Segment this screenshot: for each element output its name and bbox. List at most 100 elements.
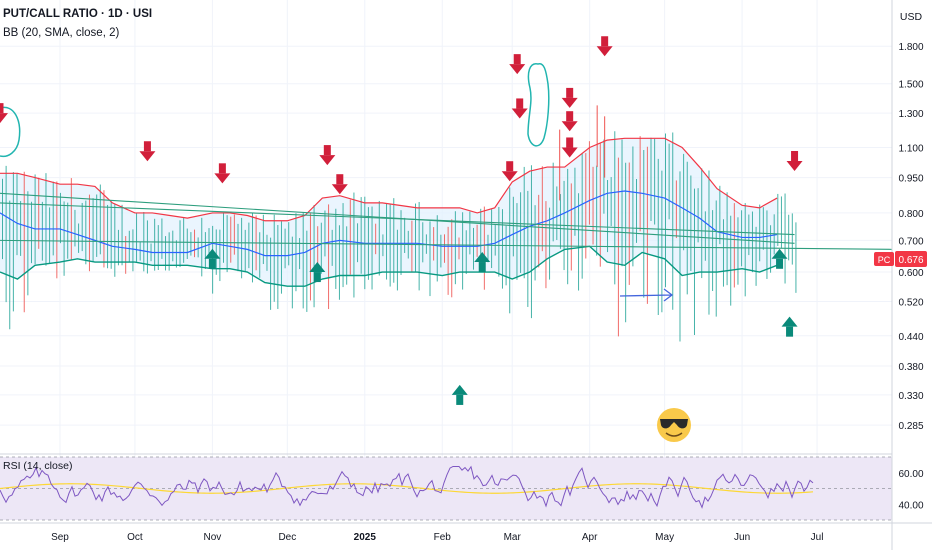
oval-drawing-march: [527, 62, 550, 147]
down-arrow-icon-3-head: [319, 155, 336, 166]
up-arrow-icon-3-head: [451, 384, 468, 395]
down-arrow-icon-11: [596, 36, 613, 57]
down-arrow-icon-10-shaft: [566, 137, 574, 148]
down-arrow-icon-1: [139, 141, 156, 162]
up-arrow-icon-1: [309, 262, 326, 283]
circle-drawing-left: [0, 106, 21, 158]
price-tick-6: 0.700: [898, 236, 923, 247]
down-arrow-icon-2-head: [214, 173, 231, 184]
up-arrow-icon-5-shaft: [786, 326, 794, 337]
down-arrow-icon-6-head: [509, 64, 526, 75]
currency-label[interactable]: USD: [900, 11, 923, 23]
down-arrow-icon-8-shaft: [566, 87, 574, 98]
time-tick-10: Jul: [811, 532, 824, 543]
up-arrow-icon-1-head: [309, 262, 326, 273]
up-arrow-icon-2-head: [474, 252, 491, 263]
rsi-pane[interactable]: [0, 453, 892, 521]
price-tick-4: 0.950: [898, 174, 923, 185]
price-tick-1: 1.500: [898, 80, 923, 91]
time-tick-9: Jun: [734, 532, 750, 543]
price-tick-2: 1.300: [898, 109, 923, 120]
trendline-2: [0, 239, 893, 250]
down-arrow-icon-12: [786, 150, 803, 171]
bb-upper-line: [0, 137, 778, 222]
up-arrow-icon-3-shaft: [456, 394, 464, 405]
price-tick-7: 0.600: [898, 268, 923, 279]
down-arrow-icon-5-head: [501, 171, 518, 182]
time-tick-0: Sep: [51, 532, 69, 543]
down-arrow-icon-9: [561, 111, 578, 132]
drawings[interactable]: [0, 62, 691, 442]
down-arrow-icon-7-shaft: [516, 98, 524, 109]
down-arrow-icon-5-shaft: [506, 161, 514, 172]
up-arrow-icon-4-shaft: [776, 258, 784, 269]
down-arrow-icon-0-shaft: [0, 103, 4, 114]
price-tick-10: 0.380: [898, 362, 923, 373]
price-tick-3: 1.100: [898, 143, 923, 154]
time-axis[interactable]: Sep Oct Nov Dec 2025 Feb Mar Apr May Jun Jul: [0, 522, 932, 543]
down-arrow-icon-12-head: [786, 160, 803, 171]
rsi-line: [0, 465, 814, 509]
rsi-title: RSI (14, close): [3, 460, 72, 472]
up-arrow-icon-0-shaft: [208, 258, 216, 269]
rsi-ma-line: [0, 483, 814, 494]
down-arrow-icon-1-shaft: [143, 141, 151, 152]
right-arrow-drawing-icon: [619, 288, 674, 302]
down-arrow-icon-4: [331, 174, 348, 195]
up-arrow-icon-2: [474, 252, 491, 273]
price-axis[interactable]: 1.800 1.500 1.300 1.100 0.950 0.800 0.700 0.600…: [891, 0, 924, 550]
down-arrow-icon-10-head: [561, 147, 578, 158]
down-arrow-icon-0: [0, 103, 8, 124]
up-arrow-icon-4-head: [771, 248, 788, 259]
down-arrow-icon-0-head: [0, 113, 8, 124]
bollinger-bands: [0, 137, 778, 287]
down-arrow-icon-2-shaft: [218, 163, 226, 174]
down-arrow-icon-7-head: [511, 108, 528, 119]
bb-basis-line: [0, 190, 778, 257]
last-price-value: 0.676: [898, 255, 923, 266]
down-arrow-icon-6: [509, 54, 526, 75]
price-tick-9: 0.440: [898, 332, 923, 343]
down-arrow-icon-3-shaft: [323, 145, 331, 156]
down-arrow-icon-11-head: [596, 46, 613, 57]
down-arrow-icon-10: [561, 137, 578, 158]
emoji-smile: [665, 432, 683, 437]
down-arrow-icon-7: [511, 98, 528, 119]
price-tick-0: 1.800: [898, 42, 923, 53]
down-arrow-icon-4-shaft: [336, 174, 344, 185]
price-tick-12: 0.285: [898, 421, 923, 432]
down-arrow-icon-9-head: [561, 121, 578, 132]
indicator-title: BB (20, SMA, close, 2): [3, 27, 119, 39]
time-tick-3: Dec: [278, 532, 296, 543]
symbol-title: PUT/CALL RATIO · 1D · USI: [3, 8, 152, 20]
last-price-value-box: [895, 251, 927, 267]
cool-emoji-icon: [657, 408, 691, 442]
trendlines[interactable]: [0, 192, 893, 250]
emoji-glasses: [660, 419, 688, 429]
down-arrow-icon-1-head: [139, 151, 156, 162]
rsi-tick-1: 40.00: [898, 500, 923, 511]
down-arrow-icon-12-shaft: [791, 150, 799, 161]
last-price-symbol: PC: [878, 255, 891, 265]
down-arrow-icon-11-shaft: [601, 36, 609, 47]
up-arrow-icon-3: [451, 384, 468, 405]
price-tick-11: 0.330: [898, 391, 923, 402]
time-tick-6: Mar: [504, 532, 522, 543]
up-arrow-icon-1-shaft: [313, 272, 321, 283]
down-arrow-icon-2: [214, 163, 231, 184]
signal-arrows[interactable]: [0, 36, 803, 405]
time-tick-8: May: [655, 532, 674, 543]
time-tick-4: 2025: [354, 532, 377, 543]
down-arrow-icon-8: [561, 87, 578, 108]
down-arrow-icon-4-head: [331, 184, 348, 195]
up-arrow-icon-0: [204, 248, 221, 269]
down-arrow-icon-5: [501, 161, 518, 182]
time-tick-2: Nov: [203, 532, 221, 543]
down-arrow-icon-3: [319, 145, 336, 166]
up-arrow-icon-2-shaft: [478, 262, 486, 273]
up-arrow-icon-5-head: [781, 316, 798, 327]
down-arrow-icon-9-shaft: [566, 111, 574, 122]
up-arrow-icon-4: [771, 248, 788, 269]
price-tick-8: 0.520: [898, 297, 923, 308]
